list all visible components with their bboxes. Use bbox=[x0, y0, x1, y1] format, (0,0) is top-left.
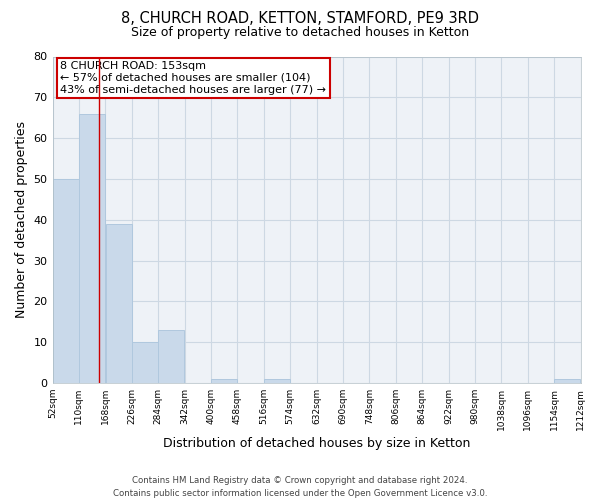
X-axis label: Distribution of detached houses by size in Ketton: Distribution of detached houses by size … bbox=[163, 437, 470, 450]
Y-axis label: Number of detached properties: Number of detached properties bbox=[15, 122, 28, 318]
Bar bbox=[158, 330, 184, 383]
Bar bbox=[211, 379, 237, 383]
Bar bbox=[106, 224, 131, 383]
Text: Contains HM Land Registry data © Crown copyright and database right 2024.
Contai: Contains HM Land Registry data © Crown c… bbox=[113, 476, 487, 498]
Bar bbox=[79, 114, 105, 383]
Text: 8, CHURCH ROAD, KETTON, STAMFORD, PE9 3RD: 8, CHURCH ROAD, KETTON, STAMFORD, PE9 3R… bbox=[121, 11, 479, 26]
Bar bbox=[132, 342, 158, 383]
Bar bbox=[53, 179, 79, 383]
Text: Size of property relative to detached houses in Ketton: Size of property relative to detached ho… bbox=[131, 26, 469, 39]
Text: 8 CHURCH ROAD: 153sqm
← 57% of detached houses are smaller (104)
43% of semi-det: 8 CHURCH ROAD: 153sqm ← 57% of detached … bbox=[61, 62, 326, 94]
Bar bbox=[264, 379, 290, 383]
Bar bbox=[554, 379, 580, 383]
